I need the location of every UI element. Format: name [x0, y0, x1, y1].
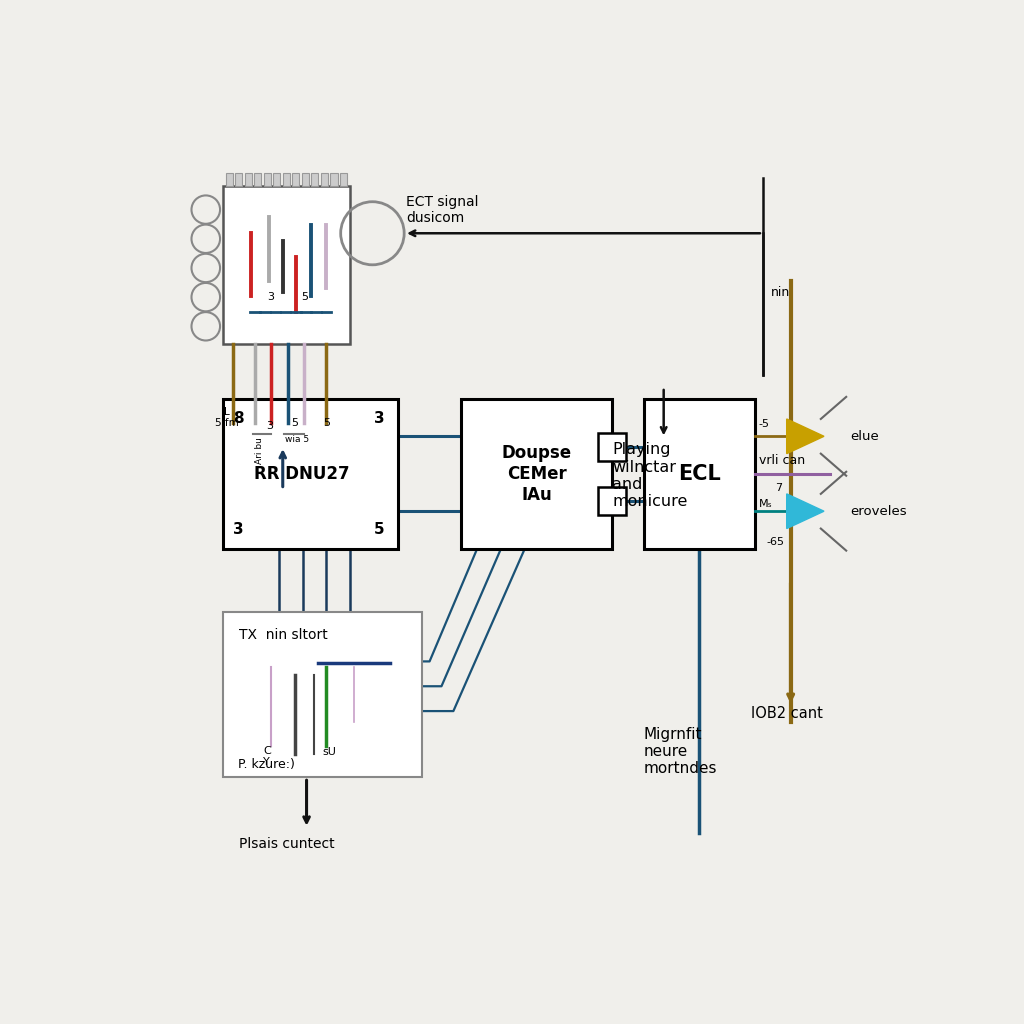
- Text: Plsais cuntect: Plsais cuntect: [239, 838, 335, 851]
- Text: ECL: ECL: [678, 464, 721, 483]
- Text: elue: elue: [850, 430, 879, 442]
- Text: Y: Y: [263, 758, 269, 768]
- Bar: [264, 173, 270, 186]
- Text: Migrnfit
neure
mortndes: Migrnfit neure mortndes: [644, 727, 718, 776]
- Text: ECT signal
dusicom: ECT signal dusicom: [406, 195, 478, 224]
- Bar: [223, 611, 422, 777]
- Text: 5: 5: [374, 522, 385, 538]
- Text: L
5 fm: L 5 fm: [215, 407, 239, 428]
- Bar: [225, 173, 232, 186]
- Text: -65: -65: [767, 537, 784, 547]
- Text: wia 5: wia 5: [285, 435, 309, 444]
- Bar: [292, 173, 299, 186]
- Bar: [331, 173, 338, 186]
- Bar: [598, 486, 627, 515]
- Bar: [302, 173, 309, 186]
- Text: nin: nin: [771, 287, 791, 299]
- Bar: [340, 173, 347, 186]
- Text: sU: sU: [323, 748, 336, 757]
- Text: Ari bu: Ari bu: [255, 436, 264, 464]
- Text: 5: 5: [301, 292, 308, 302]
- Bar: [254, 173, 261, 186]
- Text: 3: 3: [266, 421, 272, 431]
- Bar: [321, 173, 328, 186]
- Polygon shape: [786, 494, 824, 528]
- Text: 5: 5: [323, 419, 330, 428]
- Bar: [236, 173, 243, 186]
- Text: Doupse
CEMer
IAu: Doupse CEMer IAu: [502, 444, 571, 504]
- Text: -5: -5: [759, 419, 770, 429]
- Bar: [223, 186, 350, 344]
- Text: vrli can: vrli can: [759, 455, 805, 467]
- Text: C: C: [263, 745, 270, 756]
- Bar: [644, 398, 755, 549]
- Text: P. kzure:): P. kzure:): [238, 758, 294, 771]
- Bar: [598, 432, 627, 461]
- Text: Playing
wilnctar
and
monicure: Playing wilnctar and monicure: [612, 442, 687, 509]
- Bar: [311, 173, 318, 186]
- Bar: [273, 173, 281, 186]
- Bar: [223, 398, 397, 549]
- Text: 3: 3: [267, 292, 273, 302]
- Text: TX  nin sltort: TX nin sltort: [239, 629, 328, 642]
- Text: 5: 5: [291, 419, 298, 428]
- Text: Mₛ: Mₛ: [759, 499, 773, 509]
- Text: eroveles: eroveles: [850, 505, 907, 518]
- Text: RR DNU27: RR DNU27: [254, 465, 349, 482]
- Bar: [461, 398, 612, 549]
- Text: 3: 3: [232, 522, 244, 538]
- Bar: [283, 173, 290, 186]
- Polygon shape: [786, 419, 824, 454]
- Text: 3: 3: [374, 411, 385, 426]
- Bar: [245, 173, 252, 186]
- Text: 7: 7: [775, 483, 782, 494]
- Text: 8: 8: [232, 411, 244, 426]
- Text: IOB2 cant: IOB2 cant: [751, 707, 823, 721]
